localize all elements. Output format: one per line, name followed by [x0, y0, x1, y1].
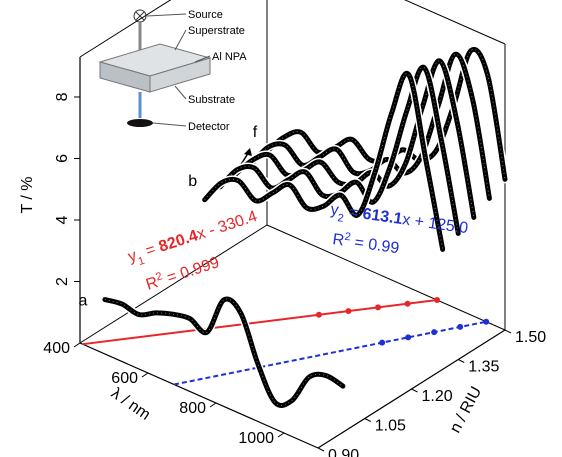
- eq-part: 2: [344, 231, 352, 244]
- axis-line: [79, 342, 319, 449]
- y-tick: [504, 329, 512, 334]
- box-edge: [404, 0, 506, 45]
- fit-point: [405, 334, 412, 341]
- fit-point: [375, 304, 382, 311]
- eq-part: = 0.999: [161, 254, 222, 288]
- y-tick: [458, 359, 465, 363]
- fit-r2: R2 = 0.999: [143, 252, 221, 294]
- y-tick: [317, 447, 325, 452]
- x-axis-title: λ / nm: [108, 385, 153, 424]
- curve-label: a: [78, 293, 87, 310]
- box-edge: [79, 224, 268, 344]
- y-tick-label: 1.05: [375, 418, 406, 435]
- detector-icon: [127, 119, 153, 127]
- fit-point: [379, 339, 386, 346]
- leader-line: [146, 13, 187, 17]
- inset-label: Substrate: [188, 94, 235, 106]
- eq-part: y: [329, 201, 339, 219]
- fit-point: [457, 323, 464, 330]
- x-tick: [141, 372, 149, 378]
- x-tick: [209, 402, 217, 408]
- z-axis-title: T / %: [19, 176, 36, 213]
- fit-point: [315, 311, 322, 318]
- fit-r2: R2 = 0.99: [331, 229, 400, 257]
- slab-side: [149, 57, 211, 93]
- x-tick-label: 400: [43, 340, 70, 357]
- spectrum: [102, 296, 346, 408]
- x-tick: [73, 342, 81, 348]
- eq-part: 1: [137, 255, 147, 268]
- leader-line: [174, 85, 187, 100]
- eq-part: 820.4: [157, 227, 200, 256]
- x-tick-label: 1000: [238, 430, 274, 447]
- fit-point: [345, 308, 352, 315]
- eq-part: x - 330.4: [195, 208, 260, 243]
- eq-part: =: [139, 240, 162, 262]
- spectrum-texture: [219, 66, 459, 234]
- inset-schematic: Source Superstrate Al NPA Substrate Dete…: [98, 9, 247, 133]
- fit-line: [82, 299, 438, 346]
- leader-line: [152, 122, 187, 127]
- z-tick-label: 8: [54, 92, 71, 101]
- box-edge: [79, 0, 172, 58]
- y-tick: [411, 388, 418, 393]
- fit-point: [434, 297, 441, 304]
- x-tick-label: 800: [179, 400, 206, 417]
- inset-label: Al NPA: [212, 51, 247, 63]
- z-tick-label: 2: [54, 277, 71, 286]
- eq-part: 2: [154, 270, 164, 283]
- order-arrow: [244, 148, 252, 156]
- eq-part: R: [144, 274, 160, 294]
- eq-part: 2: [337, 212, 345, 225]
- eq-part: 613.1: [361, 206, 403, 228]
- source-icon: [135, 11, 145, 21]
- y-tick-label: 0.90: [328, 447, 359, 457]
- eq-part: =: [343, 203, 363, 222]
- curve-label: f: [253, 124, 258, 141]
- inset-label: Source: [188, 9, 223, 21]
- y-tick-label: 1.50: [515, 329, 546, 346]
- fit-point: [431, 329, 438, 336]
- eq-part: = 0.99: [349, 234, 400, 258]
- x-tick-label: 600: [111, 370, 138, 387]
- fit-point: [404, 300, 411, 307]
- box-edge: [266, 224, 506, 331]
- leader-line: [194, 55, 211, 63]
- y-tick: [364, 418, 371, 422]
- eq-part: R: [331, 231, 345, 249]
- inset-label: Superstrate: [188, 25, 245, 37]
- z-tick-label: 4: [54, 215, 71, 224]
- leader-line: [174, 29, 187, 51]
- spectrum-texture: [204, 72, 444, 250]
- fit-point: [483, 318, 490, 325]
- curve-label: b: [188, 173, 197, 190]
- y-tick-label: 1.35: [468, 359, 499, 376]
- x-tick: [277, 432, 285, 438]
- y-tick-label: 1.20: [422, 388, 453, 405]
- inset-label: Detector: [188, 121, 230, 133]
- z-tick-label: 6: [54, 154, 71, 163]
